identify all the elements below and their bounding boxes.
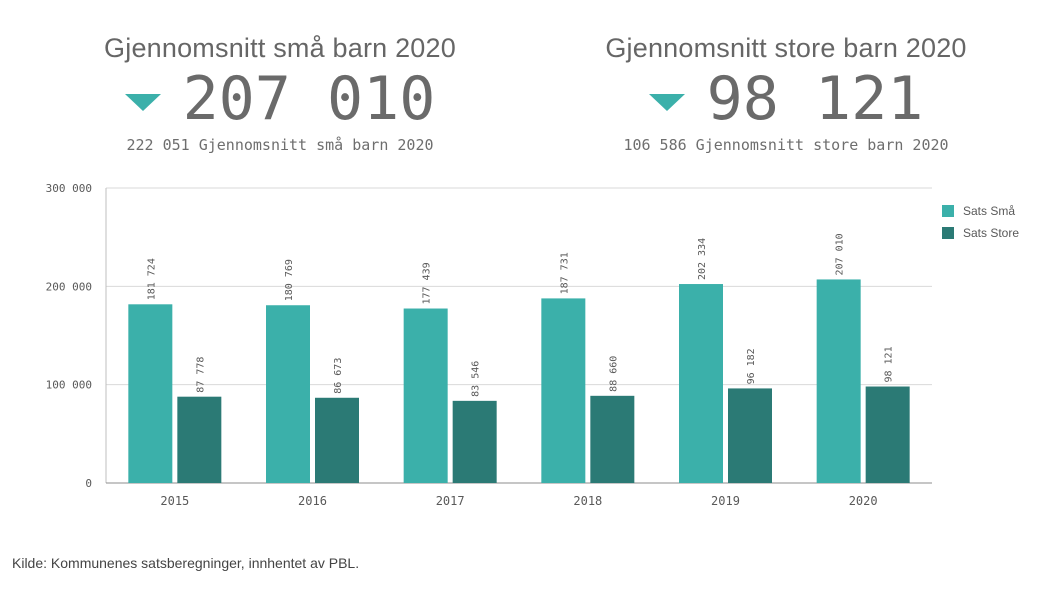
chart-legend: Sats Små Sats Store <box>942 200 1019 244</box>
legend-item-sats-sma[interactable]: Sats Små <box>942 200 1019 222</box>
data-label: 86 673 <box>333 358 344 394</box>
bar <box>816 279 861 483</box>
kpi-title: Gjennomsnitt små barn 2020 <box>104 33 456 63</box>
kpi-comparison: 106 586 Gjennomsnitt store barn 2020 <box>623 136 949 154</box>
source-note: Kilde: Kommunenes satsberegninger, innhe… <box>12 555 360 571</box>
kpi-small-children: Gjennomsnitt små barn 2020 207 010 222 0… <box>80 32 480 154</box>
bar <box>541 298 586 483</box>
x-tick-label: 2018 <box>573 494 602 508</box>
data-label: 180 769 <box>284 259 295 301</box>
data-label: 207 010 <box>835 233 846 275</box>
bar <box>266 305 310 483</box>
bar <box>403 308 448 483</box>
y-tick-label: 200 000 <box>46 280 92 293</box>
data-label: 181 724 <box>146 258 157 300</box>
x-tick-label: 2020 <box>849 494 878 508</box>
y-tick-label: 300 000 <box>46 182 92 195</box>
x-tick-label: 2017 <box>436 494 465 508</box>
data-label: 187 731 <box>559 252 570 294</box>
kpi-comparison: 222 051 Gjennomsnitt små barn 2020 <box>126 136 434 154</box>
x-tick-label: 2016 <box>298 494 327 508</box>
y-tick-label: 0 <box>85 477 92 490</box>
kpi-value-row: 98 121 <box>586 66 986 132</box>
bar <box>128 304 173 483</box>
bar <box>315 397 359 483</box>
data-label: 98 121 <box>884 346 895 382</box>
triangle-down-icon <box>124 93 161 111</box>
y-tick-label: 100 000 <box>46 379 92 392</box>
data-label: 96 182 <box>746 348 757 384</box>
kpi-value-row: 207 010 <box>80 66 480 132</box>
legend-label: Sats Små <box>963 204 1016 218</box>
data-label: 83 546 <box>471 361 482 397</box>
triangle-down-icon <box>648 93 685 111</box>
kpi-large-children: Gjennomsnitt store barn 2020 98 121 106 … <box>586 32 986 154</box>
bar <box>177 396 222 483</box>
data-label: 202 334 <box>697 238 708 280</box>
legend-label: Sats Store <box>963 226 1020 240</box>
x-tick-label: 2019 <box>711 494 740 508</box>
x-tick-label: 2015 <box>160 494 189 508</box>
legend-swatch <box>942 227 954 239</box>
kpi-title: Gjennomsnitt store barn 2020 <box>605 33 967 63</box>
bar <box>679 284 723 483</box>
legend-item-sats-store[interactable]: Sats Store <box>942 222 1019 244</box>
legend-swatch <box>942 205 954 217</box>
bar <box>590 395 635 483</box>
bar <box>452 400 497 483</box>
kpi-value: 98 121 <box>706 64 924 134</box>
bar <box>728 388 772 483</box>
data-label: 88 660 <box>608 356 619 392</box>
bar-chart: 0 100 000 200 000 300 000 181 724 87 778 2015 1… <box>46 182 932 508</box>
data-label: 87 778 <box>195 357 206 393</box>
bar <box>865 386 910 483</box>
data-label: 177 439 <box>422 262 433 304</box>
kpi-value: 207 010 <box>182 64 436 134</box>
